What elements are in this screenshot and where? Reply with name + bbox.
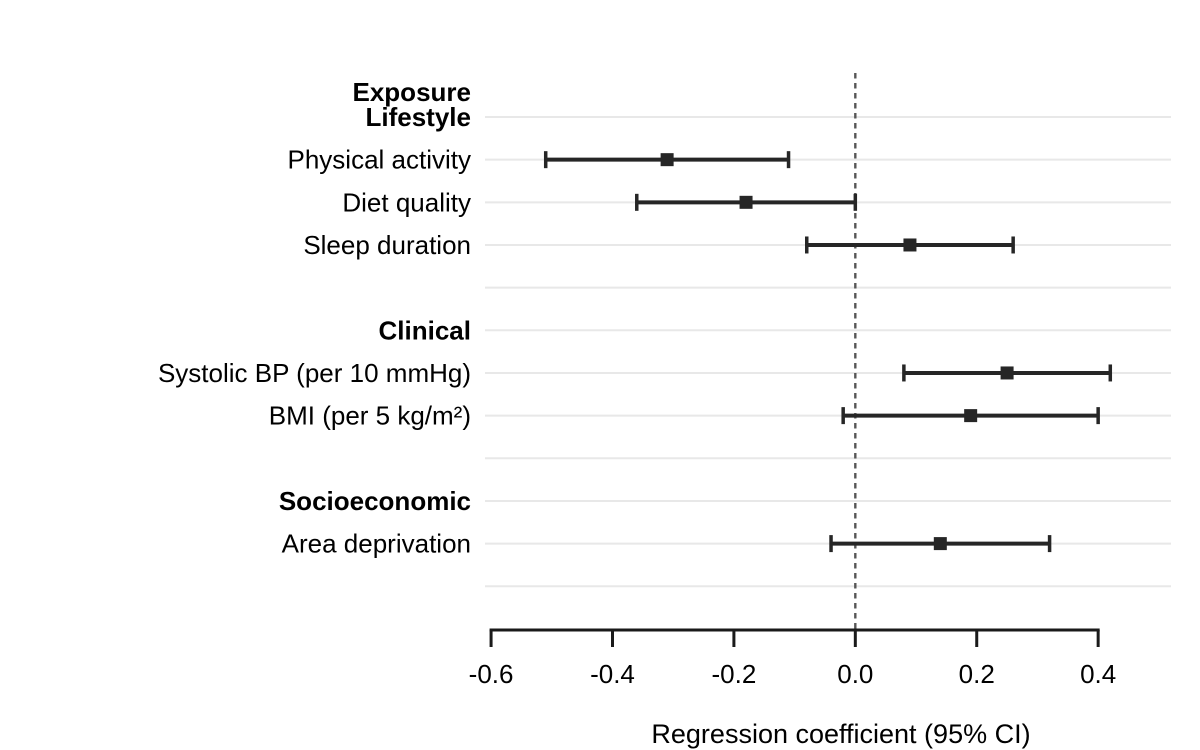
estimate-marker-area-deprivation — [933, 537, 947, 551]
row-label-clinical: Clinical — [379, 315, 471, 345]
row-label-physical-activity: Physical activity — [288, 145, 472, 175]
row-label-sleep-duration: Sleep duration — [303, 230, 471, 260]
estimate-marker-sleep-duration — [903, 238, 917, 252]
estimate-marker-physical-activity — [660, 153, 674, 167]
estimate-marker-diet-quality — [739, 195, 753, 209]
row-label-lifestyle: Lifestyle — [366, 102, 472, 132]
estimate-marker-systolic-bp — [1000, 366, 1014, 380]
gridlines-layer — [485, 116, 1171, 588]
data-layer — [543, 151, 1113, 553]
row-label-systolic-bp: Systolic BP (per 10 mmHg) — [158, 358, 471, 388]
x-tick-label--0.4: -0.4 — [590, 659, 635, 689]
x-axis-title: Regression coefficient (95% CI) — [651, 719, 1030, 749]
x-tick-label--0.2: -0.2 — [711, 659, 756, 689]
x-tick-label-0.4: 0.4 — [1080, 659, 1116, 689]
x-tick-label--0.6: -0.6 — [469, 659, 514, 689]
x-tick-label-0.2: 0.2 — [959, 659, 995, 689]
row-label-socioeconomic: Socioeconomic — [279, 486, 471, 516]
row-label-diet-quality: Diet quality — [342, 187, 471, 217]
estimate-marker-bmi — [964, 409, 978, 423]
x-axis-layer: -0.6 -0.4 -0.2 0.0 0.2 0.4 — [469, 628, 1116, 689]
row-label-bmi: BMI (per 5 kg/m²) — [269, 401, 471, 431]
exposure-column-header: Exposure — [353, 77, 472, 107]
row-labels-layer: Lifestyle Physical activity Diet quality Sl… — [158, 102, 471, 559]
row-label-area-deprivation: Area deprivation — [282, 529, 471, 559]
x-tick-label-0.0: 0.0 — [837, 659, 873, 689]
